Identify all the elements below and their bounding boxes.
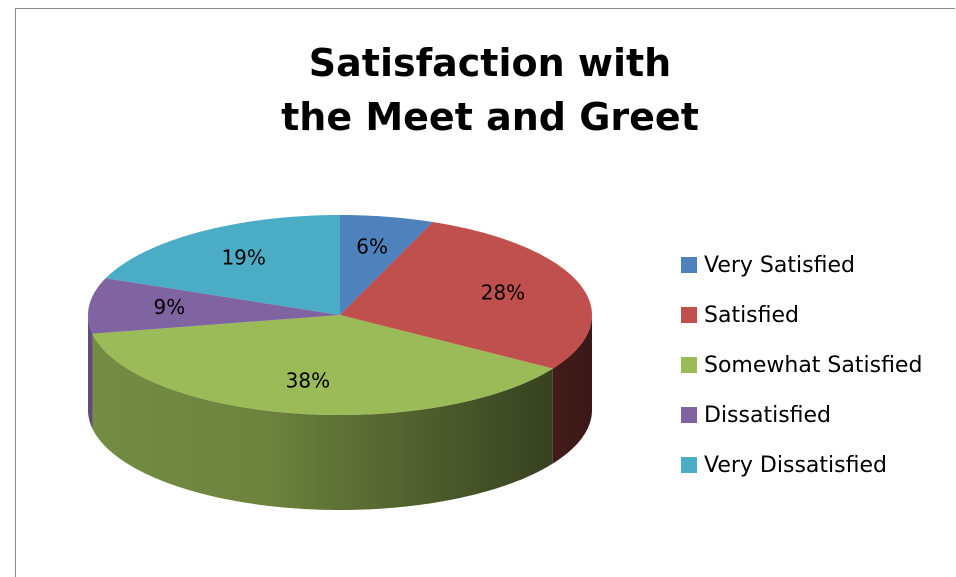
slice [340, 215, 433, 315]
data-label: 6% [356, 235, 388, 259]
legend-label: Very Satisfied [704, 253, 855, 278]
slice [88, 278, 340, 334]
data-label: 9% [154, 295, 186, 319]
data-label: 28% [481, 280, 525, 304]
slice-side [92, 333, 553, 510]
slice-side [552, 315, 592, 464]
chart-frame [15, 8, 955, 577]
legend-swatch [681, 307, 697, 323]
slice [340, 222, 592, 369]
legend-swatch [681, 457, 697, 473]
legend-label: Very Dissatisfied [704, 453, 887, 478]
data-label: 38% [286, 368, 330, 392]
legend-label: Somewhat Satisfied [704, 353, 922, 378]
slice [92, 315, 553, 415]
legend-swatch [681, 357, 697, 373]
data-label: 19% [221, 245, 265, 269]
legend-label: Dissatisfied [704, 403, 831, 428]
chart-title: Satisfaction with the Meet and Greet [281, 41, 699, 139]
slice [105, 215, 341, 315]
legend-label: Satisfied [704, 303, 799, 328]
legend-swatch [681, 407, 697, 423]
legend-swatch [681, 257, 697, 273]
slice-side [88, 315, 93, 429]
